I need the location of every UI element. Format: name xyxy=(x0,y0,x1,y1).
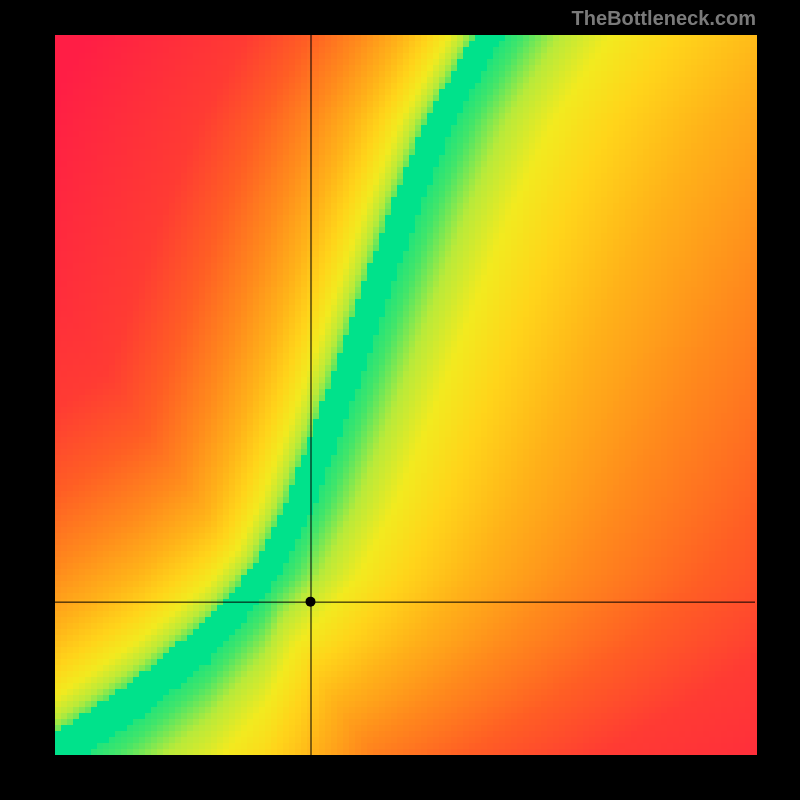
watermark-label: TheBottleneck.com xyxy=(572,8,756,31)
chart-container: TheBottleneck.com xyxy=(0,0,800,800)
heatmap-canvas xyxy=(0,0,800,800)
